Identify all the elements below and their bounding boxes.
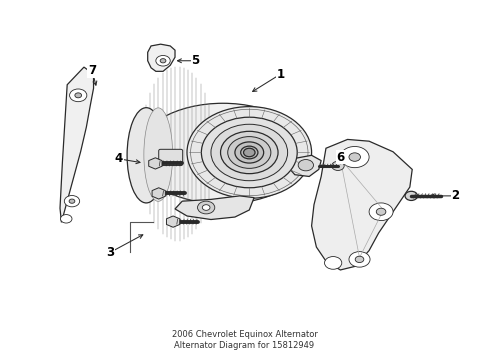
Polygon shape (152, 188, 165, 199)
Polygon shape (311, 139, 411, 270)
Circle shape (340, 147, 368, 168)
Text: 7: 7 (88, 64, 96, 77)
Ellipse shape (240, 146, 257, 159)
Circle shape (69, 89, 87, 102)
Ellipse shape (210, 124, 287, 181)
Circle shape (376, 208, 385, 215)
Ellipse shape (220, 131, 278, 174)
Circle shape (243, 148, 255, 157)
Circle shape (160, 59, 165, 63)
Text: 4: 4 (115, 152, 123, 165)
Text: 2: 2 (450, 189, 459, 202)
Ellipse shape (234, 142, 263, 163)
Polygon shape (147, 44, 175, 71)
Circle shape (331, 161, 344, 171)
Circle shape (156, 55, 170, 66)
Polygon shape (60, 67, 93, 222)
Polygon shape (287, 155, 321, 176)
Circle shape (324, 257, 341, 269)
Text: 1: 1 (276, 68, 284, 81)
Ellipse shape (143, 108, 172, 201)
Ellipse shape (190, 109, 307, 196)
Ellipse shape (127, 108, 165, 203)
Text: 6: 6 (336, 150, 344, 163)
Circle shape (348, 252, 369, 267)
Polygon shape (175, 196, 254, 220)
Circle shape (69, 199, 75, 203)
Circle shape (348, 153, 360, 161)
Ellipse shape (186, 107, 311, 198)
Circle shape (202, 205, 209, 210)
Polygon shape (148, 158, 162, 169)
Ellipse shape (201, 117, 297, 188)
Circle shape (197, 201, 214, 214)
Text: 3: 3 (106, 246, 114, 259)
Circle shape (75, 93, 81, 98)
Circle shape (354, 256, 363, 262)
Text: Alternator Diagram for 15812949: Alternator Diagram for 15812949 (174, 341, 314, 350)
Circle shape (404, 191, 417, 201)
FancyBboxPatch shape (159, 149, 183, 166)
Circle shape (368, 203, 392, 221)
Ellipse shape (227, 136, 270, 168)
Ellipse shape (137, 103, 308, 204)
Text: 5: 5 (191, 54, 199, 67)
Circle shape (61, 215, 72, 223)
Polygon shape (166, 216, 180, 227)
Circle shape (64, 195, 80, 207)
Circle shape (298, 159, 313, 171)
Text: 2006 Chevrolet Equinox Alternator: 2006 Chevrolet Equinox Alternator (171, 330, 317, 339)
